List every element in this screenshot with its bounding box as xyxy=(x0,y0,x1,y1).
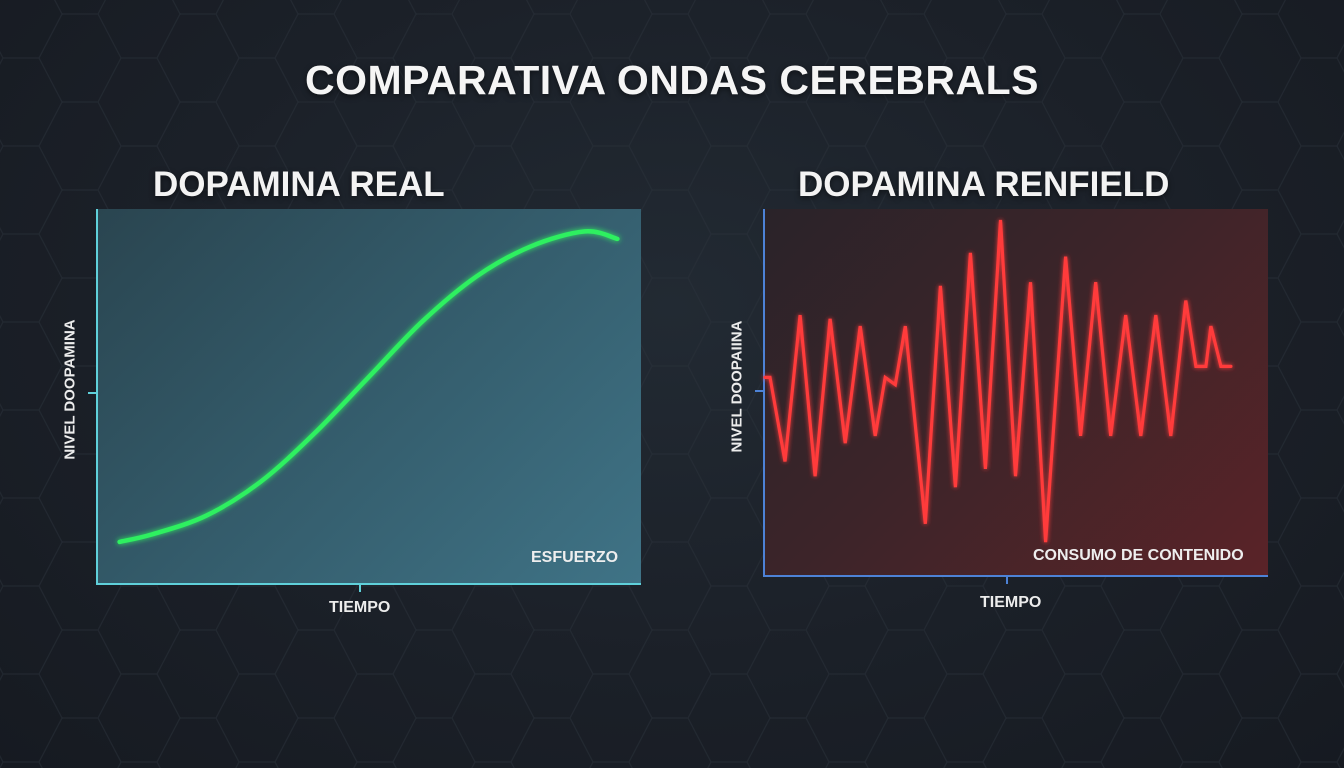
y-axis-label-renfield: NIVEL DOOPAIINA xyxy=(728,320,746,453)
annotation-consumo-de-contenido: CONSUMO DE CONTENIDO xyxy=(1033,547,1244,564)
panel-title-real: DOPAMINA REAL xyxy=(153,165,445,204)
y-tick-renfield xyxy=(755,390,763,392)
annotation-esfuerzo: ESFUERZO xyxy=(531,549,619,566)
y-axis-label-real: NIVEL DOOPAMINA xyxy=(61,319,79,460)
x-axis-label-real: TIEMPO xyxy=(329,599,391,616)
x-axis-label-renfield: TIEMPO xyxy=(980,594,1042,611)
page-title: COMPARATIVA ONDAS CEREBRALS xyxy=(304,57,1040,103)
x-tick-real xyxy=(359,584,361,592)
x-tick-renfield xyxy=(1006,576,1008,584)
plot-area-real xyxy=(96,209,641,585)
panel-title-renfield: DOPAMINA RENFIELD xyxy=(798,165,1170,204)
plot-area-renfield xyxy=(763,209,1268,577)
y-tick-real xyxy=(88,392,96,394)
